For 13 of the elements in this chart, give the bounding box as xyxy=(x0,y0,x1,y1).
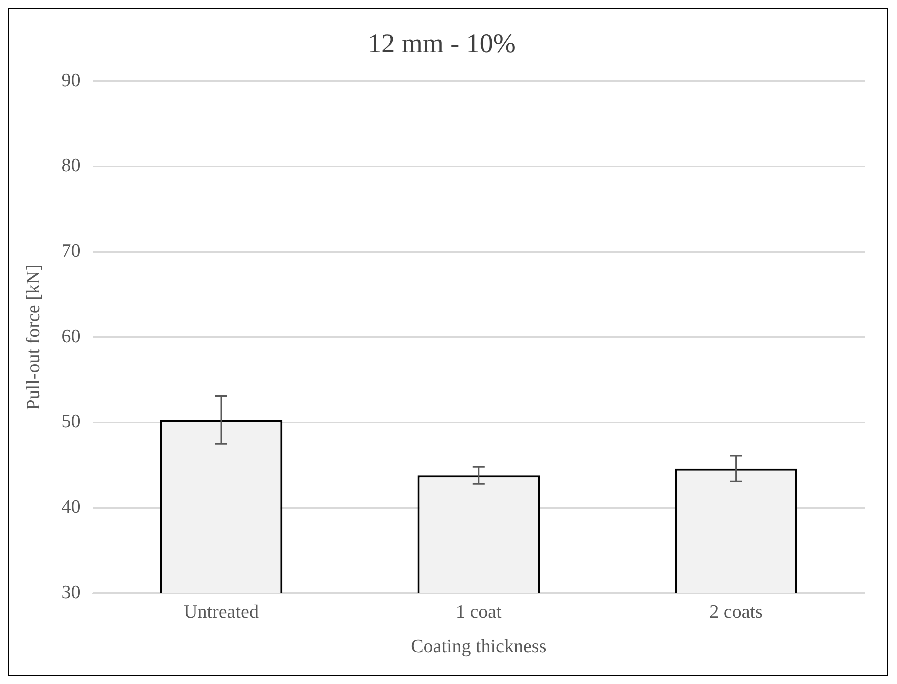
y-tick-label: 40 xyxy=(62,497,81,518)
y-tick-label: 70 xyxy=(62,241,81,262)
y-tick-label: 60 xyxy=(62,326,81,348)
y-tick-label: 50 xyxy=(62,412,81,433)
chart-title: 12 mm - 10% xyxy=(368,28,516,58)
y-axis-title: Pull-out force [kN] xyxy=(23,264,44,410)
y-tick-label: 80 xyxy=(62,156,81,177)
y-tick-label: 90 xyxy=(62,70,81,92)
y-tick-label: 30 xyxy=(62,582,81,604)
x-tick-label: Untreated xyxy=(184,602,260,623)
x-tick-label: 1 coat xyxy=(456,602,503,623)
x-tick-label: 2 coats xyxy=(710,602,763,623)
x-axis-title: Coating thickness xyxy=(411,636,547,658)
